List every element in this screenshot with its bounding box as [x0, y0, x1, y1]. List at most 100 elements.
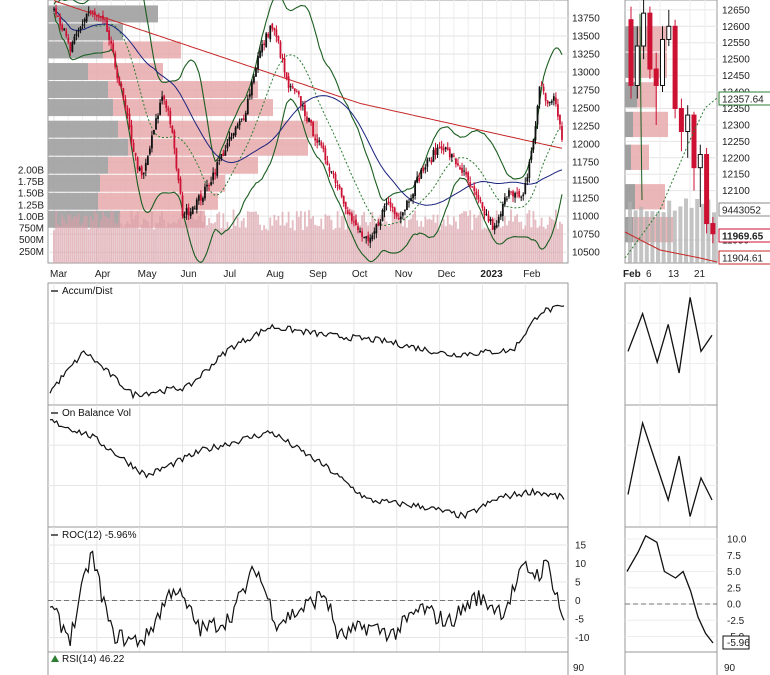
volume-bar	[340, 216, 343, 263]
zoom-roc-tick: 10.0	[727, 535, 747, 546]
candle-body	[514, 192, 516, 198]
zoom-volume-bar	[712, 212, 716, 263]
volume-profile-gray	[48, 156, 108, 174]
candle-body	[399, 216, 402, 220]
zoom-obv-line	[627, 420, 713, 517]
candle-body	[271, 23, 274, 29]
candle-body	[301, 105, 304, 107]
volume-bar	[350, 209, 353, 263]
ma-fast	[53, 8, 563, 206]
candle-body	[55, 8, 57, 15]
zoom-volume-bar	[667, 200, 672, 263]
candle-body	[216, 162, 219, 176]
volume-bar	[312, 216, 315, 263]
candle-body	[438, 146, 441, 148]
zoom-volume-bar	[695, 199, 700, 263]
candle-body	[185, 208, 188, 215]
roc-title: ROC(12) -5.96%	[62, 530, 137, 541]
volume-bar	[73, 216, 76, 263]
candle-body	[106, 19, 108, 32]
candle-body	[142, 172, 145, 175]
candle-body	[108, 30, 110, 40]
main-price-panel: 10500 10750 11000 11250 11500 11750 12000 12250…	[18, 0, 600, 264]
candle-body	[187, 207, 190, 216]
volume-bar	[61, 215, 64, 263]
volume-bar	[440, 224, 443, 263]
candle-body	[340, 187, 343, 197]
candle-body	[153, 129, 155, 135]
candle-body	[257, 55, 259, 70]
volume-tick-label: 1.75B	[18, 177, 44, 188]
zoom-x-label: 13	[668, 269, 680, 280]
volume-bar	[193, 219, 196, 263]
volume-bar	[224, 228, 227, 263]
candle-body	[418, 177, 421, 181]
candle-body	[130, 125, 133, 143]
candle-body	[452, 155, 455, 157]
candle-body	[485, 214, 488, 216]
zoom-bollinger	[639, 13, 643, 201]
volume-bar	[153, 229, 155, 263]
candle-body	[171, 125, 174, 133]
volume-bar	[114, 222, 117, 263]
roc-tick-label: 10	[575, 559, 587, 570]
candle-body	[455, 158, 457, 165]
volume-bar	[155, 222, 157, 263]
candle-body	[244, 113, 247, 122]
candle-body	[489, 219, 492, 222]
candle-body	[167, 108, 170, 111]
volume-bar	[120, 223, 123, 263]
volume-bar	[559, 221, 561, 263]
x-axis-label: Jun	[181, 269, 197, 280]
zoom-profile-red	[635, 184, 665, 210]
volume-bar	[112, 211, 115, 263]
zoom-candle-body	[641, 12, 647, 47]
volume-bar	[479, 211, 482, 263]
volume-tick-label: 1.50B	[18, 189, 44, 200]
volume-bar	[55, 211, 57, 263]
volume-bar	[452, 216, 455, 263]
volume-bar	[506, 225, 508, 263]
volume-bar	[532, 211, 535, 263]
volume-bar	[222, 213, 225, 263]
candle-body	[534, 126, 537, 141]
volume-bar	[491, 230, 494, 263]
candle-body	[408, 201, 410, 203]
volume-bar	[497, 226, 500, 263]
candle-body	[328, 167, 331, 172]
volume-bar	[161, 211, 164, 263]
candle-body	[218, 160, 221, 162]
roc-tick-label: -10	[575, 633, 590, 644]
candle-body	[512, 191, 514, 197]
price-tick-label: 10500	[572, 248, 600, 259]
volume-bar	[375, 223, 378, 263]
zoom-badge-text: 9443052	[722, 206, 761, 217]
zoom-rsi-panel: 90	[624, 651, 736, 675]
candle-body	[389, 202, 392, 207]
volume-bar	[522, 229, 525, 263]
candle-body	[506, 198, 508, 200]
candle-body	[263, 43, 266, 46]
candle-body	[128, 113, 131, 127]
candle-body	[304, 104, 306, 117]
candle-body	[230, 137, 233, 139]
volume-profile-gray	[48, 120, 118, 138]
zoom-profile-gray	[625, 184, 635, 210]
volume-profile-red	[103, 41, 181, 59]
zoom-candle-body	[666, 25, 672, 40]
volume-bar	[516, 214, 519, 263]
volume-bar	[285, 222, 288, 263]
candle-body	[559, 115, 561, 125]
candle-body	[202, 197, 204, 202]
volume-bar	[187, 212, 190, 263]
candle-body	[365, 236, 368, 239]
candle-body	[440, 146, 443, 150]
volume-bar	[477, 215, 480, 263]
volume-bar	[151, 211, 153, 263]
candle-body	[77, 30, 80, 33]
volume-bar	[122, 227, 125, 263]
volume-bar	[424, 216, 427, 263]
candle-body	[428, 157, 431, 159]
candle-body	[508, 190, 510, 197]
volume-bar	[291, 220, 294, 263]
